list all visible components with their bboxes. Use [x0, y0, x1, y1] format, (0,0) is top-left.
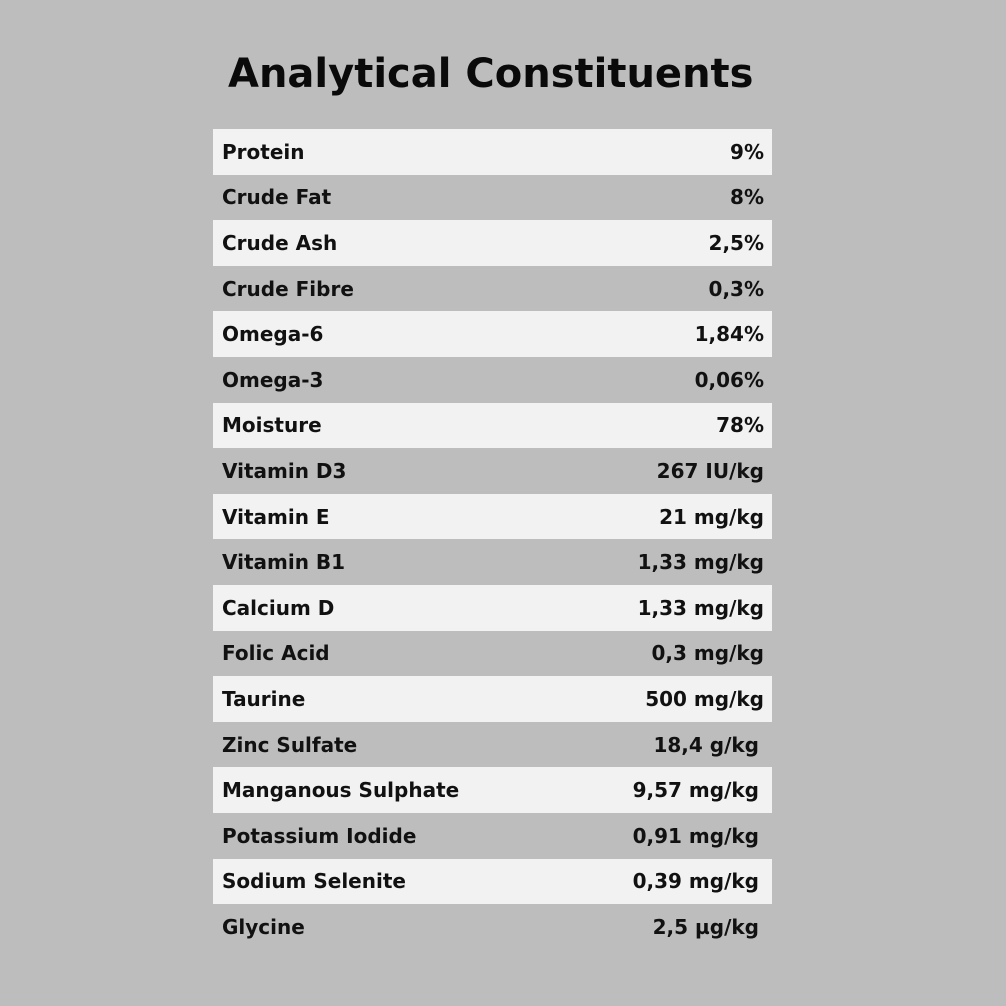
- table-row-glycine: Glycine 2,5 µg/kg: [213, 904, 772, 950]
- row-value: 1,33 mg/kg: [637, 595, 764, 620]
- table-row-omega-6: Omega-6 1,84%: [213, 311, 772, 357]
- row-label: Calcium D: [222, 595, 335, 620]
- row-label: Glycine: [222, 914, 305, 939]
- row-value: 1,33 mg/kg: [637, 550, 764, 575]
- row-label: Crude Ash: [222, 230, 338, 255]
- row-label: Sodium Selenite: [222, 869, 406, 894]
- table-row-moisture: Moisture 78%: [213, 402, 772, 449]
- row-label: Moisture: [222, 413, 322, 438]
- row-value: 9%: [730, 139, 764, 164]
- row-value: 0,06%: [694, 367, 764, 392]
- table-row-protein: Protein 9%: [213, 129, 772, 175]
- table-row-sodium-selenite: Sodium Selenite 0,39 mg/kg: [213, 858, 772, 905]
- page-title: Analytical Constituents: [228, 51, 754, 97]
- row-label: Protein: [222, 139, 305, 164]
- row-value: 267 IU/kg: [656, 458, 764, 483]
- row-label: Vitamin E: [222, 504, 330, 529]
- row-value: 1,84%: [694, 322, 764, 347]
- row-label: Taurine: [222, 686, 306, 711]
- row-label: Vitamin D3: [222, 458, 347, 483]
- row-value: 0,91 mg/kg: [632, 823, 759, 848]
- table-row-crude-fat: Crude Fat 8%: [213, 174, 772, 221]
- table-row-vitamin-b1: Vitamin B1 1,33 mg/kg: [213, 539, 772, 585]
- table-row-manganous-sulphate: Manganous Sulphate 9,57 mg/kg: [213, 767, 772, 813]
- table-row-vitamin-d3: Vitamin D3 267 IU/kg: [213, 448, 772, 494]
- constituents-table: Protein 9% Crude Fat 8% Crude Ash 2,5% C…: [213, 129, 772, 950]
- table-row-crude-fibre: Crude Fibre 0,3%: [213, 265, 772, 312]
- table-row-taurine: Taurine 500 mg/kg: [213, 676, 772, 722]
- row-label: Zinc Sulfate: [222, 732, 358, 757]
- row-label: Crude Fibre: [222, 276, 354, 301]
- row-value: 0,3%: [708, 276, 764, 301]
- table-row-vitamin-e: Vitamin E 21 mg/kg: [213, 493, 772, 540]
- table-row-folic-acid: Folic Acid 0,3 mg/kg: [213, 630, 772, 677]
- row-label: Manganous Sulphate: [222, 778, 460, 803]
- row-value: 0,39 mg/kg: [632, 869, 759, 894]
- table-row-potassium-iodide: Potassium Iodide 0,91 mg/kg: [213, 812, 772, 859]
- row-value: 500 mg/kg: [645, 686, 764, 711]
- row-value: 78%: [716, 413, 764, 438]
- row-label: Folic Acid: [222, 641, 330, 666]
- row-value: 21 mg/kg: [659, 504, 764, 529]
- row-label: Omega-3: [222, 367, 324, 392]
- row-label: Crude Fat: [222, 185, 332, 210]
- table-row-omega-3: Omega-3 0,06%: [213, 356, 772, 403]
- row-value: 0,3 mg/kg: [651, 641, 764, 666]
- table-row-calcium-d: Calcium D 1,33 mg/kg: [213, 584, 772, 631]
- table-row-crude-ash: Crude Ash 2,5%: [213, 220, 772, 266]
- row-label: Vitamin B1: [222, 550, 346, 575]
- row-label: Omega-6: [222, 322, 324, 347]
- table-row-zinc-sulfate: Zinc Sulfate 18,4 g/kg: [213, 721, 772, 768]
- row-value: 2,5 µg/kg: [652, 914, 759, 939]
- row-value: 9,57 mg/kg: [632, 778, 759, 803]
- row-value: 8%: [730, 185, 764, 210]
- row-value: 2,5%: [708, 230, 764, 255]
- row-value: 18,4 g/kg: [653, 732, 759, 757]
- row-label: Potassium Iodide: [222, 823, 417, 848]
